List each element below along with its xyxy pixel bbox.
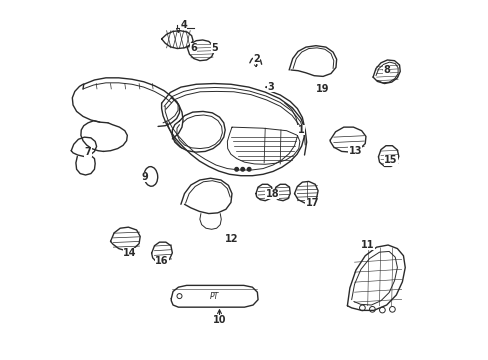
Text: 19: 19: [315, 84, 328, 94]
Text: 15: 15: [384, 156, 397, 165]
Text: 17: 17: [305, 198, 319, 208]
Text: 4: 4: [180, 19, 187, 30]
Text: 8: 8: [383, 65, 389, 75]
Text: 2: 2: [252, 54, 259, 64]
Circle shape: [234, 167, 238, 171]
Text: 18: 18: [265, 189, 279, 199]
Text: 12: 12: [225, 234, 238, 244]
Text: 9: 9: [142, 172, 148, 182]
Text: 6: 6: [190, 43, 197, 53]
Text: 5: 5: [210, 43, 217, 53]
Circle shape: [241, 167, 244, 171]
Text: 1: 1: [297, 125, 304, 135]
Text: 3: 3: [266, 82, 273, 92]
Circle shape: [247, 167, 250, 171]
Text: 11: 11: [360, 240, 374, 250]
Text: 10: 10: [212, 315, 226, 325]
Text: 14: 14: [122, 248, 136, 258]
Text: PT: PT: [209, 292, 218, 301]
Text: 13: 13: [348, 146, 361, 156]
Text: 16: 16: [155, 256, 168, 266]
Text: 7: 7: [84, 147, 91, 157]
